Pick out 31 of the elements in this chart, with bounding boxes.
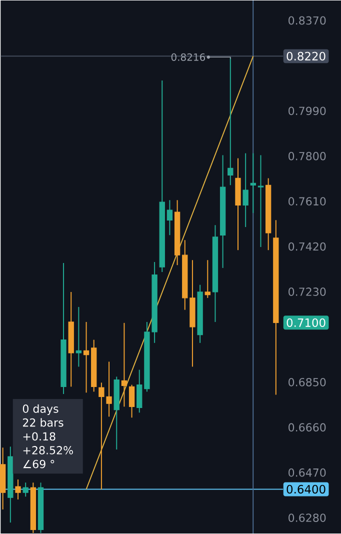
candlestick <box>250 152 256 214</box>
annotation: +28.52% <box>23 446 73 454</box>
candlestick <box>83 321 90 394</box>
text: 0.7100 <box>286 318 326 328</box>
y-tick-label: 0.6280 <box>288 514 326 522</box>
candlestick <box>15 478 21 500</box>
y-tick-label: 0.8370 <box>288 16 326 25</box>
y-tick-label: 0.7610 <box>288 197 326 206</box>
y-tick-label: 0.7800 <box>288 152 326 160</box>
candlestick <box>22 482 28 498</box>
candlestick <box>258 154 264 248</box>
annotation: 0 days <box>22 404 58 416</box>
ref-line-label: 0.8220 <box>286 52 326 61</box>
candlestick <box>228 56 234 186</box>
annotation: +0.18 <box>23 432 56 441</box>
y-tick-label: 0.6850 <box>288 378 326 386</box>
y-tick-label: 0.6470 <box>288 468 326 477</box>
y-tick-label: 0.6660 <box>288 423 326 432</box>
candlestick <box>128 384 135 418</box>
y-tick-label: 0.7420 <box>288 242 326 251</box>
candlestick <box>166 200 173 236</box>
candlestick <box>204 260 210 298</box>
annotation: 22 bars <box>23 418 64 427</box>
y-tick-label: 0.7230 <box>288 288 326 296</box>
candlestick <box>242 152 248 228</box>
candlestick <box>121 322 128 408</box>
y-tick-label: 0.7990 <box>288 106 326 116</box>
annotation: ∠69 ° <box>23 460 54 468</box>
annotation: 0.8216 <box>171 53 206 61</box>
ref-line-label: 0.6400 <box>286 484 326 494</box>
candlestick <box>136 369 142 414</box>
